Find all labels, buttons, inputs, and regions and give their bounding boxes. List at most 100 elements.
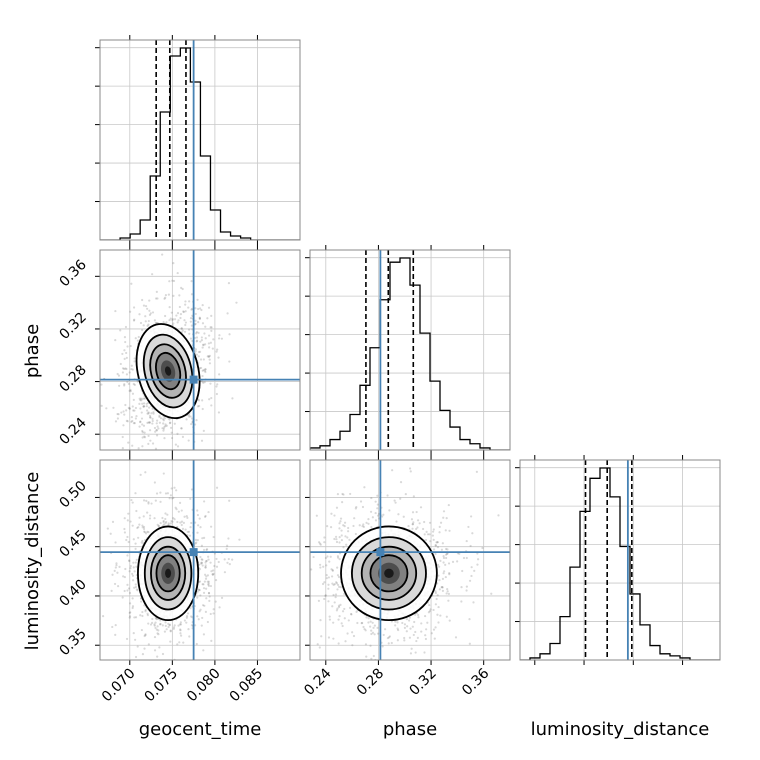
- sample-point: [194, 322, 197, 325]
- sample-point: [208, 346, 211, 349]
- sample-point: [437, 574, 440, 577]
- sample-point: [186, 612, 190, 615]
- sample-point: [365, 521, 368, 524]
- sample-point: [184, 310, 187, 313]
- sample-point: [218, 373, 221, 376]
- sample-point: [432, 538, 435, 541]
- sample-point: [376, 626, 379, 629]
- sample-point: [364, 629, 367, 632]
- sample-point: [127, 587, 131, 590]
- sample-point: [115, 564, 118, 567]
- sample-point: [143, 530, 146, 533]
- sample-point: [195, 419, 198, 422]
- sample-point: [199, 594, 202, 597]
- sample-point: [134, 542, 137, 545]
- sample-point: [336, 583, 340, 587]
- sample-point: [126, 519, 129, 522]
- sample-point: [146, 511, 149, 514]
- sample-point: [172, 294, 175, 297]
- sample-point: [434, 603, 437, 606]
- sample-point: [188, 635, 191, 638]
- sample-point: [424, 637, 428, 641]
- sample-point: [130, 282, 133, 285]
- sample-point: [196, 531, 199, 534]
- sample-point: [141, 539, 144, 543]
- sample-point: [210, 326, 213, 329]
- sample-point: [196, 596, 199, 599]
- sample-point: [122, 575, 125, 578]
- sample-point: [336, 493, 340, 496]
- sample-point: [335, 582, 339, 585]
- sample-point: [150, 412, 153, 415]
- sample-point: [202, 429, 205, 432]
- sample-point: [203, 500, 206, 503]
- sample-point: [167, 622, 170, 625]
- sample-point: [195, 353, 198, 356]
- sample-point: [153, 319, 157, 322]
- sample-point: [130, 498, 133, 502]
- sample-point: [438, 565, 441, 568]
- sample-point: [163, 297, 166, 300]
- sample-point: [152, 411, 155, 414]
- sample-point: [367, 522, 370, 525]
- sample-point: [202, 358, 205, 361]
- sample-point: [173, 518, 176, 521]
- sample-point: [336, 607, 339, 610]
- sample-point: [189, 415, 192, 418]
- sample-point: [153, 517, 156, 520]
- sample-point: [146, 612, 149, 615]
- sample-point: [114, 309, 117, 313]
- sample-point: [129, 564, 133, 568]
- sample-point: [128, 559, 131, 563]
- sample-point: [184, 321, 188, 324]
- sample-point: [194, 624, 197, 627]
- sample-point: [416, 663, 418, 665]
- sample-point: [410, 647, 413, 650]
- sample-point: [151, 442, 155, 445]
- sample-point: [442, 510, 446, 513]
- sample-point: [123, 367, 126, 370]
- sample-point: [198, 580, 202, 583]
- panel-frame-hist-geocent_time: [99, 39, 301, 241]
- sample-point: [154, 626, 157, 630]
- sample-point: [321, 582, 325, 586]
- sample-point: [370, 632, 373, 636]
- sample-point: [403, 636, 406, 640]
- sample-point: [207, 584, 211, 587]
- sample-point: [141, 423, 144, 426]
- sample-point: [409, 470, 412, 473]
- sample-point: [343, 525, 346, 528]
- tick-label-x-geocent_time: 0.085: [227, 666, 267, 706]
- sample-point: [164, 492, 168, 495]
- sample-point: [419, 506, 423, 509]
- sample-point: [122, 410, 125, 413]
- sample-point: [208, 599, 211, 602]
- sample-point: [169, 630, 172, 633]
- sample-point: [164, 624, 167, 627]
- sample-point: [172, 517, 175, 520]
- sample-point: [343, 607, 346, 611]
- sample-point: [153, 623, 156, 626]
- sample-point: [162, 429, 165, 432]
- sample-point: [185, 621, 188, 624]
- sample-point: [149, 514, 152, 517]
- sample-point: [195, 541, 198, 544]
- sample-point: [109, 532, 112, 535]
- sample-point: [156, 419, 159, 422]
- sample-point: [105, 407, 108, 410]
- tick-label-x-geocent_time: 0.075: [142, 666, 182, 706]
- x-axis-label-geocent-time: geocent_time: [139, 719, 262, 740]
- sample-point: [132, 306, 136, 309]
- sample-point: [215, 565, 219, 568]
- sample-point: [141, 298, 144, 302]
- sample-point: [139, 321, 143, 325]
- sample-point: [132, 538, 135, 541]
- sample-point: [150, 502, 153, 505]
- sample-point: [473, 569, 476, 572]
- sample-point: [198, 517, 201, 520]
- sample-point: [338, 522, 341, 525]
- sample-point: [197, 399, 201, 402]
- sample-point: [111, 625, 114, 629]
- sample-point: [182, 521, 186, 524]
- sample-point: [220, 337, 223, 340]
